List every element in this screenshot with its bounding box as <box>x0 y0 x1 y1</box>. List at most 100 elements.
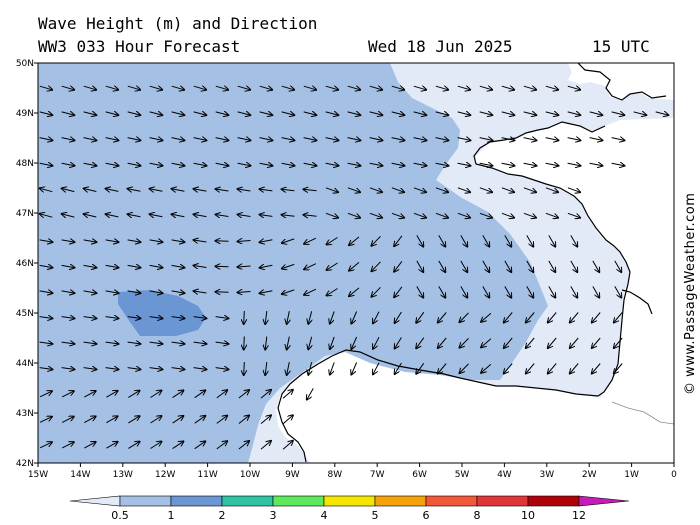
direction-arrow <box>61 86 74 90</box>
direction-arrow <box>589 112 603 115</box>
colorbar-tick-label: 6 <box>423 509 430 522</box>
direction-arrow <box>479 163 493 165</box>
direction-arrow <box>349 236 360 245</box>
direction-arrow <box>127 138 141 141</box>
colorbar-segment <box>221 495 274 507</box>
direction-arrow <box>215 112 229 115</box>
direction-arrow <box>347 86 360 90</box>
direction-arrow <box>149 342 163 344</box>
direction-arrow <box>413 112 427 115</box>
colorbar-segment <box>425 495 478 507</box>
lat-label: 44N <box>16 359 34 369</box>
direction-arrow <box>105 265 119 267</box>
latitude-axis: 50N 49N 48N 47N 46N 45N 44N 43N 42N <box>16 59 38 469</box>
direction-arrow <box>482 286 490 297</box>
direction-arrow <box>391 138 405 141</box>
direction-arrow <box>614 337 623 348</box>
direction-arrow <box>127 163 141 165</box>
land-england <box>568 63 674 100</box>
direction-arrow <box>592 363 601 374</box>
direction-arrow <box>570 235 578 246</box>
direction-arrow <box>106 214 119 217</box>
direction-arrow <box>481 363 492 373</box>
direction-arrow <box>369 86 382 90</box>
direction-arrow <box>61 240 75 242</box>
direction-arrow <box>523 212 536 217</box>
direction-arrow <box>526 337 535 348</box>
direction-arrow <box>281 163 295 165</box>
colorbar-tick-label: 3 <box>270 509 277 522</box>
direction-arrow <box>171 138 185 141</box>
direction-arrow <box>589 138 603 141</box>
direction-arrow <box>61 368 75 370</box>
direction-arrow <box>457 86 470 90</box>
direction-arrow <box>611 163 625 165</box>
direction-arrow <box>282 289 295 294</box>
direction-arrow <box>216 215 229 217</box>
direction-arrow <box>105 368 119 370</box>
direction-arrow <box>413 212 426 217</box>
direction-arrow <box>416 235 424 246</box>
direction-arrow <box>504 286 512 297</box>
forecast-date: Wed 18 Jun 2025 <box>368 37 513 56</box>
direction-arrow <box>349 287 360 296</box>
direction-arrow <box>237 86 250 90</box>
direction-arrow <box>282 263 295 268</box>
direction-arrow <box>611 138 625 141</box>
lon-label: 0 <box>671 470 677 480</box>
direction-arrow <box>526 235 534 246</box>
lon-label: 12W <box>155 470 175 480</box>
direction-arrow <box>372 286 381 296</box>
direction-arrow <box>62 214 75 217</box>
direction-arrow <box>570 363 579 374</box>
direction-arrow <box>438 312 447 323</box>
direction-arrow <box>413 138 427 141</box>
direction-arrow <box>347 212 360 217</box>
direction-arrow <box>105 291 119 293</box>
lon-label: 14W <box>70 470 90 480</box>
direction-arrow <box>39 342 53 344</box>
direction-arrow <box>435 212 448 217</box>
direction-arrow <box>567 112 581 115</box>
direction-arrow <box>39 442 52 449</box>
direction-arrow <box>523 138 537 141</box>
direction-arrow <box>373 362 380 375</box>
direction-arrow <box>325 187 338 192</box>
direction-arrow <box>438 363 447 374</box>
direction-arrow <box>369 138 383 141</box>
direction-arrow <box>149 368 163 370</box>
direction-arrow <box>260 240 273 243</box>
direction-arrow <box>238 189 251 191</box>
colorbar-right-arrow <box>578 495 630 507</box>
direction-arrow <box>308 311 311 324</box>
direction-arrow <box>193 86 206 90</box>
direction-arrow <box>238 292 251 293</box>
direction-arrow <box>304 288 317 295</box>
direction-arrow <box>194 189 207 191</box>
direction-arrow <box>304 215 317 216</box>
direction-arrow <box>83 86 96 90</box>
direction-arrow <box>105 240 119 242</box>
direction-arrow <box>260 441 271 450</box>
direction-arrow <box>394 235 403 246</box>
direction-arrow <box>193 368 207 370</box>
direction-arrow <box>501 138 515 141</box>
direction-arrow <box>61 112 75 115</box>
lat-label: 47N <box>16 209 34 219</box>
lon-label: 3W <box>539 470 554 480</box>
direction-arrow <box>128 189 141 192</box>
direction-arrow <box>149 86 162 90</box>
colorbar-tick-label: 5 <box>372 509 379 522</box>
direction-arrow <box>347 187 360 192</box>
direction-arrow <box>61 417 74 423</box>
direction-arrow <box>545 163 559 165</box>
sea-region-high <box>118 290 206 336</box>
direction-arrow <box>171 163 185 165</box>
direction-arrow <box>216 441 227 450</box>
direction-arrow <box>244 310 245 324</box>
direction-arrow <box>330 311 335 323</box>
colorbar-tick-label: 2 <box>219 509 226 522</box>
direction-arrow <box>149 265 163 267</box>
direction-arrow <box>149 317 163 319</box>
direction-arrow <box>330 362 335 374</box>
